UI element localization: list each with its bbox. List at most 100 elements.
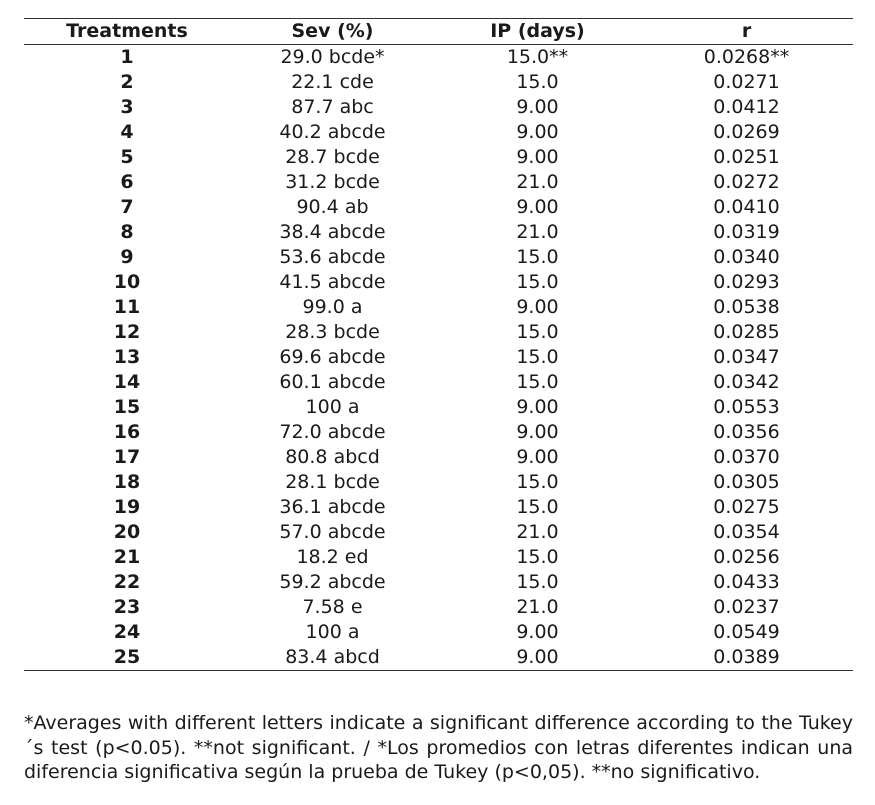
cell-rate: 0.0354 — [713, 521, 780, 543]
cell-rate: 0.0410 — [713, 196, 780, 218]
cell-incubation-period: 15.0** — [506, 46, 569, 68]
cell-rate: 0.0237 — [713, 596, 780, 618]
table-row: 9 53.6 abcde 15.0 0.0340 — [24, 245, 853, 270]
table-body: 1 29.0 bcde* 15.0** 0.0268** 2 22.1 cde 15.0 0.… — [24, 45, 853, 671]
cell-severity: 72.0 abcde — [279, 421, 386, 443]
cell-severity: 90.4 ab — [296, 196, 369, 218]
table-row: 8 38.4 abcde 21.0 0.0319 — [24, 220, 853, 245]
header-row: Treatments Sev (%) IP (days) r — [24, 18, 853, 45]
cell-incubation-period: 21.0 — [516, 521, 559, 543]
cell-severity: 41.5 abcde — [279, 271, 386, 293]
cell-rate: 0.0319 — [713, 221, 780, 243]
table-row: 6 31.2 bcde 21.0 0.0272 — [24, 170, 853, 195]
cell-incubation-period: 15.0 — [516, 321, 559, 343]
cell-severity: 87.7 abc — [291, 96, 374, 118]
cell-treatment: 8 — [120, 221, 134, 243]
results-table: Treatments Sev (%) IP (days) r 1 29.0 bcd… — [24, 18, 853, 671]
cell-rate: 0.0553 — [713, 396, 780, 418]
table-row: 10 41.5 abcde 15.0 0.0293 — [24, 270, 853, 295]
cell-severity: 28.7 bcde — [285, 146, 380, 168]
cell-treatment: 9 — [120, 246, 134, 268]
cell-treatment: 18 — [113, 471, 141, 493]
table-row: 11 99.0 a 9.00 0.0538 — [24, 295, 853, 320]
table-footnote: *Averages with different letters indicat… — [24, 712, 853, 783]
table-row: 7 90.4 ab 9.00 0.0410 — [24, 195, 853, 220]
cell-severity: 28.3 bcde — [285, 321, 380, 343]
cell-treatment: 14 — [113, 371, 141, 393]
cell-incubation-period: 9.00 — [516, 296, 559, 318]
cell-treatment: 7 — [120, 196, 134, 218]
table-row: 18 28.1 bcde 15.0 0.0305 — [24, 470, 853, 495]
cell-severity: 69.6 abcde — [279, 346, 386, 368]
cell-incubation-period: 9.00 — [516, 446, 559, 468]
cell-rate: 0.0285 — [713, 321, 780, 343]
cell-treatment: 6 — [120, 171, 134, 193]
table-row: 24 100 a 9.00 0.0549 — [24, 620, 853, 645]
cell-incubation-period: 9.00 — [516, 146, 559, 168]
cell-severity: 38.4 abcde — [279, 221, 386, 243]
cell-treatment: 21 — [113, 546, 141, 568]
table-row: 4 40.2 abcde 9.00 0.0269 — [24, 120, 853, 145]
table-row: 15 100 a 9.00 0.0553 — [24, 395, 853, 420]
cell-incubation-period: 9.00 — [516, 421, 559, 443]
cell-treatment: 17 — [113, 446, 141, 468]
table-row: 12 28.3 bcde 15.0 0.0285 — [24, 320, 853, 345]
cell-treatment: 23 — [113, 596, 141, 618]
cell-treatment: 12 — [113, 321, 141, 343]
cell-treatment: 1 — [120, 46, 134, 68]
cell-rate: 0.0275 — [713, 496, 780, 518]
table-row: 20 57.0 abcde 21.0 0.0354 — [24, 520, 853, 545]
cell-incubation-period: 9.00 — [516, 196, 559, 218]
cell-severity: 53.6 abcde — [279, 246, 386, 268]
cell-treatment: 13 — [113, 346, 141, 368]
cell-treatment: 11 — [113, 296, 141, 318]
cell-rate: 0.0412 — [713, 96, 780, 118]
header-rate: r — [741, 20, 752, 42]
cell-rate: 0.0268** — [703, 46, 790, 68]
cell-rate: 0.0293 — [713, 271, 780, 293]
table-row: 13 69.6 abcde 15.0 0.0347 — [24, 345, 853, 370]
cell-incubation-period: 21.0 — [516, 171, 559, 193]
cell-treatment: 16 — [113, 421, 141, 443]
cell-rate: 0.0538 — [713, 296, 780, 318]
cell-rate: 0.0389 — [713, 646, 780, 668]
cell-rate: 0.0549 — [713, 621, 780, 643]
cell-incubation-period: 21.0 — [516, 221, 559, 243]
cell-severity: 100 a — [305, 621, 360, 643]
cell-severity: 100 a — [305, 396, 360, 418]
header-incubation-period: IP (days) — [490, 20, 585, 42]
table-row: 14 60.1 abcde 15.0 0.0342 — [24, 370, 853, 395]
cell-severity: 40.2 abcde — [279, 121, 386, 143]
table-row: 2 22.1 cde 15.0 0.0271 — [24, 70, 853, 95]
cell-rate: 0.0347 — [713, 346, 780, 368]
table-row: 19 36.1 abcde 15.0 0.0275 — [24, 495, 853, 520]
cell-treatment: 22 — [113, 571, 141, 593]
header-treatments: Treatments — [66, 20, 188, 42]
cell-severity: 31.2 bcde — [285, 171, 380, 193]
cell-severity: 29.0 bcde* — [280, 46, 385, 68]
cell-incubation-period: 15.0 — [516, 346, 559, 368]
cell-incubation-period: 15.0 — [516, 271, 559, 293]
cell-rate: 0.0272 — [713, 171, 780, 193]
cell-rate: 0.0370 — [713, 446, 780, 468]
cell-treatment: 10 — [113, 271, 141, 293]
cell-rate: 0.0305 — [713, 471, 780, 493]
cell-rate: 0.0271 — [713, 71, 780, 93]
table-row: 25 83.4 abcd 9.00 0.0389 — [24, 645, 853, 671]
cell-rate: 0.0269 — [713, 121, 780, 143]
cell-rate: 0.0433 — [713, 571, 780, 593]
cell-severity: 99.0 a — [302, 296, 363, 318]
cell-rate: 0.0356 — [713, 421, 780, 443]
cell-rate: 0.0251 — [713, 146, 780, 168]
cell-severity: 18.2 ed — [296, 546, 369, 568]
cell-incubation-period: 15.0 — [516, 246, 559, 268]
table-row: 22 59.2 abcde 15.0 0.0433 — [24, 570, 853, 595]
table-row: 17 80.8 abcd 9.00 0.0370 — [24, 445, 853, 470]
cell-incubation-period: 15.0 — [516, 371, 559, 393]
cell-incubation-period: 15.0 — [516, 571, 559, 593]
cell-treatment: 5 — [120, 146, 134, 168]
cell-treatment: 15 — [113, 396, 141, 418]
cell-incubation-period: 15.0 — [516, 471, 559, 493]
table-row: 16 72.0 abcde 9.00 0.0356 — [24, 420, 853, 445]
